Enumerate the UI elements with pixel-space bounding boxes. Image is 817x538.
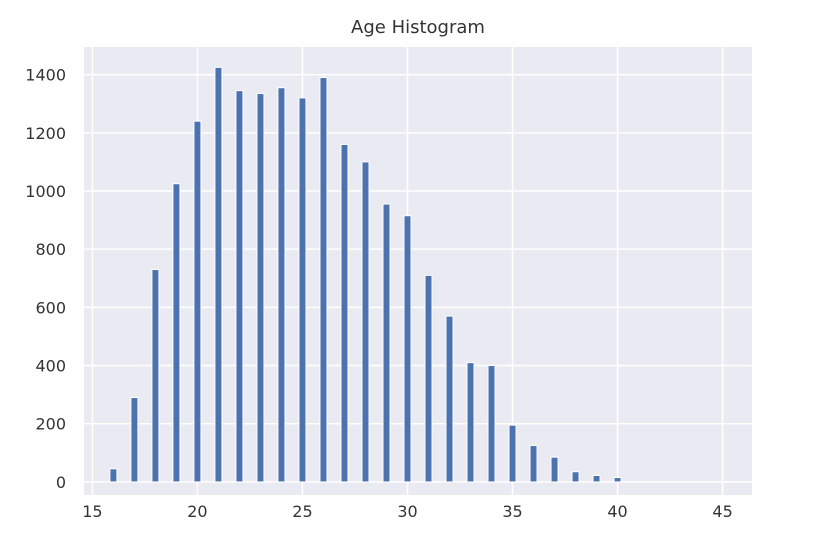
histogram-bar [235, 90, 244, 483]
y-tick-label: 1000 [25, 182, 66, 201]
x-tick-label: 35 [502, 502, 522, 521]
histogram-bar [193, 120, 202, 483]
histogram-bar [214, 66, 223, 483]
histogram-bar [571, 471, 580, 483]
histogram-bar [424, 274, 433, 483]
y-tick-label: 0 [56, 473, 66, 492]
x-tick-label: 30 [397, 502, 417, 521]
histogram-bar [151, 269, 160, 483]
histogram-bar [487, 365, 496, 483]
x-tick-label: 40 [607, 502, 627, 521]
x-tick-label: 20 [187, 502, 207, 521]
histogram-bar [466, 362, 475, 483]
y-tick-label: 800 [35, 240, 66, 259]
histogram-bar [109, 468, 118, 483]
chart-title: Age Histogram [351, 17, 485, 38]
histogram-bar [256, 93, 265, 483]
histogram-bar [550, 456, 559, 483]
histogram-bar [340, 143, 349, 483]
histogram-bar [361, 161, 370, 483]
histogram-bar [130, 397, 139, 483]
histogram-bar [508, 424, 517, 483]
histogram-bar [172, 183, 181, 483]
histogram-bar [298, 97, 307, 483]
histogram-bar [529, 445, 538, 483]
y-tick-label: 1400 [25, 66, 66, 85]
x-tick-label: 45 [712, 502, 732, 521]
y-tick-label: 200 [35, 415, 66, 434]
x-tick-label: 15 [82, 502, 102, 521]
histogram-bar [592, 475, 601, 483]
histogram-bar [403, 215, 412, 483]
x-tick-label: 25 [292, 502, 312, 521]
plot-area [84, 47, 752, 495]
y-tick-label: 1200 [25, 124, 66, 143]
histogram-bar [277, 87, 286, 483]
y-tick-label: 400 [35, 357, 66, 376]
histogram-bar [382, 203, 391, 483]
histogram-bar [613, 477, 622, 483]
y-tick-label: 600 [35, 298, 66, 317]
histogram-bar [319, 77, 328, 483]
histogram-bar [445, 315, 454, 483]
